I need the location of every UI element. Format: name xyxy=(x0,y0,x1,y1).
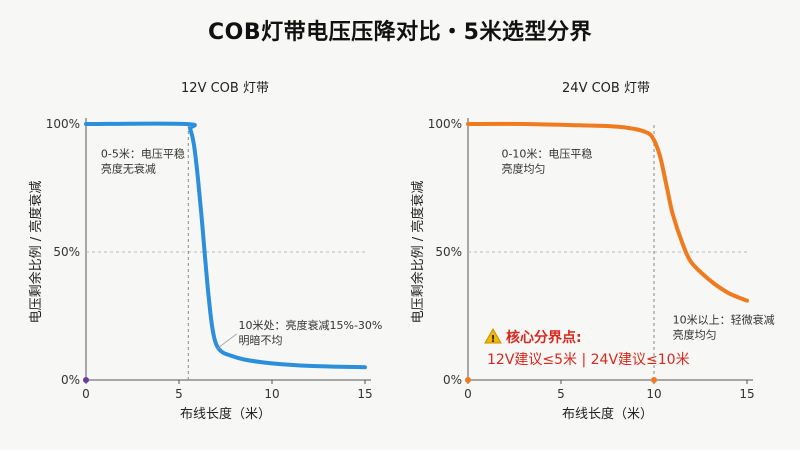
x-tick-label: 10 xyxy=(646,387,661,401)
series-line xyxy=(466,121,749,303)
threshold-marker xyxy=(651,377,657,383)
y-axis-label: 电压剩余比例 / 亮度衰减 xyxy=(410,181,426,324)
chart-title: 24V COB 灯带 xyxy=(562,81,650,96)
callout: ! 核心分界点: 12V建议≤5米 | 24V建议≤10米 xyxy=(484,327,690,368)
origin-marker xyxy=(83,377,89,383)
annotation-text: 0-5米：电压平稳 xyxy=(101,146,185,160)
x-axis-label: 布线长度（米） xyxy=(562,406,653,422)
x-tick-label: 10 xyxy=(264,387,279,401)
svg-text:!: ! xyxy=(491,334,496,345)
annotation-text: 亮度均匀 xyxy=(673,328,717,342)
annotation-text: 0-10米：电压平稳 xyxy=(501,146,592,160)
annotation-text: 亮度无衰减 xyxy=(101,161,156,175)
chart-12v: 12V COB 灯带 0 5 10 15 0% 50% 100% 布线长度（米） 电压剩余比例 /… xyxy=(28,81,382,422)
y-tick-label: 100% xyxy=(46,117,80,131)
callout-heading: 核心分界点: xyxy=(506,329,582,346)
y-tick-label: 50% xyxy=(435,245,462,259)
chart-title: 12V COB 灯带 xyxy=(181,81,269,96)
y-tick-label: 0% xyxy=(443,373,462,387)
x-axis-label: 布线长度（米） xyxy=(180,406,271,422)
annotation-text: 10米处：亮度衰减15%-30% xyxy=(239,318,383,332)
y-axis-label: 电压剩余比例 / 亮度衰减 xyxy=(28,181,44,324)
annotation-text: 明暗不均 xyxy=(239,333,283,347)
series-line xyxy=(84,121,367,370)
callout-text: 12V建议≤5米 | 24V建议≤10米 xyxy=(487,352,690,368)
y-tick-label: 100% xyxy=(428,117,462,131)
y-tick-label: 50% xyxy=(53,245,80,259)
annotation-text: 10米以上：轻微衰减 xyxy=(673,313,775,327)
origin-marker xyxy=(465,377,471,383)
x-tick-label: 0 xyxy=(464,387,472,401)
x-tick-label: 5 xyxy=(557,387,565,401)
annotation-leader xyxy=(215,333,237,350)
x-tick-label: 15 xyxy=(739,387,754,401)
x-tick-label: 0 xyxy=(82,387,90,401)
x-tick-label: 15 xyxy=(357,387,372,401)
page-title: COB灯带电压压降对比・5米选型分界 xyxy=(208,20,592,45)
x-tick-label: 5 xyxy=(175,387,183,401)
y-tick-label: 0% xyxy=(61,373,80,387)
warning-icon: ! xyxy=(484,327,502,345)
chart-24v: 24V COB 灯带 0 5 10 15 0% 50% 100% 布线长度（米） 电压剩余比例 /… xyxy=(410,81,775,422)
annotation-text: 亮度均匀 xyxy=(501,161,545,175)
